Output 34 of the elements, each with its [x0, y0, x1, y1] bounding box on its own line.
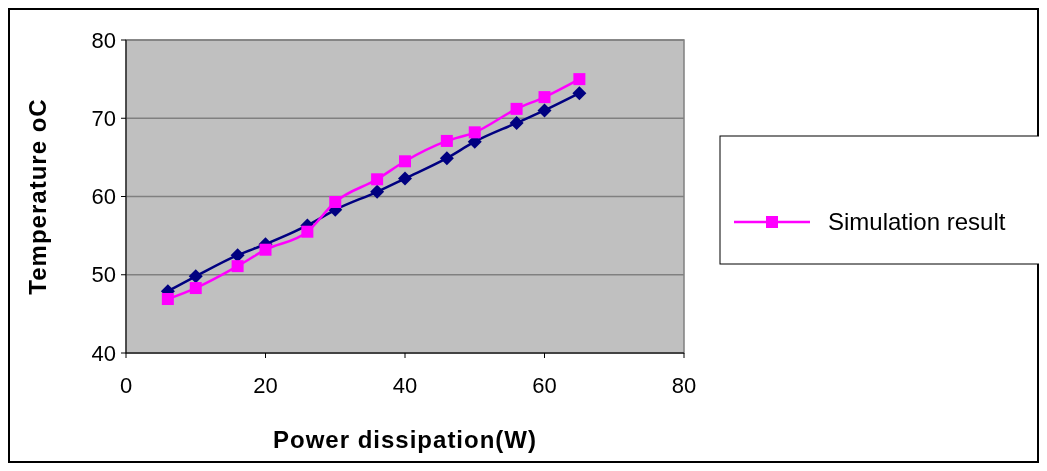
y-tick-label: 50 [91, 262, 116, 288]
point [370, 184, 385, 199]
point [259, 243, 272, 256]
point [329, 195, 342, 208]
x-axis-title: Power dissipation(W) [272, 426, 538, 453]
point [230, 248, 245, 263]
point [188, 269, 203, 284]
point [371, 173, 384, 186]
point [440, 134, 453, 147]
y-axis-title: Temperature oC [24, 98, 51, 295]
point [468, 126, 481, 139]
point [572, 86, 587, 101]
point [161, 293, 174, 306]
x-tick-label: 80 [671, 373, 697, 398]
x-tick-label: 40 [392, 373, 418, 398]
point [573, 73, 586, 86]
x-tick-label: 60 [532, 373, 557, 398]
legend-label: Simulation result [828, 208, 1006, 236]
point [398, 171, 412, 186]
point [439, 151, 454, 166]
point [538, 91, 551, 104]
y-tick-label: 40 [91, 340, 116, 366]
x-tick-label: 0 [119, 373, 133, 398]
y-tick-label: 80 [91, 27, 116, 53]
point [189, 282, 202, 295]
x-tick-label: 20 [253, 373, 278, 398]
point [510, 102, 523, 115]
point [231, 260, 244, 273]
point [301, 225, 314, 238]
point [399, 155, 411, 168]
y-tick-label: 70 [91, 105, 116, 131]
y-tick-label: 60 [91, 184, 116, 210]
point [509, 115, 524, 130]
point [537, 103, 552, 118]
